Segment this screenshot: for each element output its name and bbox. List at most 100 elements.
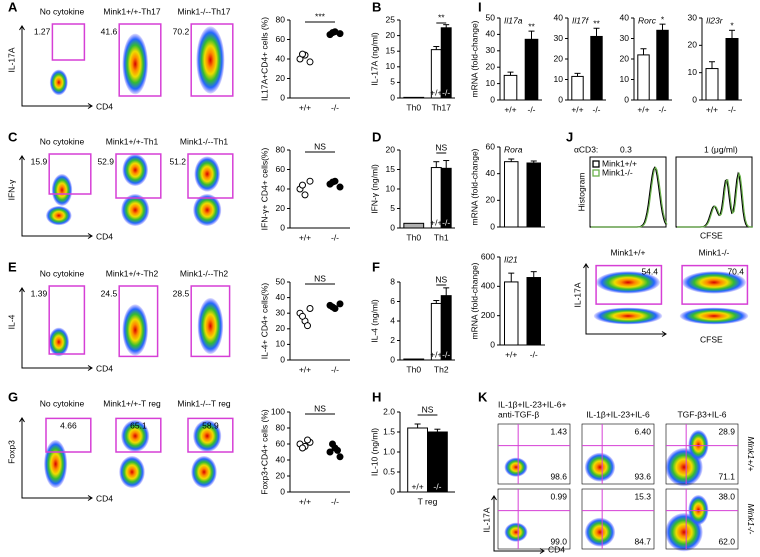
y-tick-label: 1.0 (383, 446, 395, 456)
plot-title: Mink1-/--T reg (177, 398, 230, 408)
y-tick-label: 5 (390, 203, 395, 213)
y-axis-label: mRNA (fold-change) (469, 148, 479, 225)
density (122, 304, 148, 356)
y-tick-label: 20 (486, 61, 496, 71)
arrow-head (19, 155, 25, 161)
annotation: NS (314, 141, 326, 151)
quadrant-value: 93.6 (634, 471, 651, 481)
axis-arrow (21, 418, 92, 499)
gate (187, 153, 234, 199)
point (301, 191, 309, 199)
density (596, 271, 660, 294)
y-tick-label: 6 (390, 296, 395, 306)
x-tick-label: Th17 (432, 102, 452, 112)
gate (118, 23, 162, 97)
legend-label: Mink1-/- (602, 167, 633, 177)
panel-label: I (478, 0, 482, 14)
density (122, 33, 148, 95)
density (196, 26, 225, 94)
gate-value: 58.9 (202, 421, 219, 431)
y-tick-label: 30 (276, 307, 286, 317)
plot-title: No cytokine (40, 6, 85, 16)
point (299, 50, 306, 58)
density (504, 457, 528, 477)
gate (190, 285, 231, 358)
quadrant-value: 84.7 (634, 536, 651, 546)
annotation: * (730, 21, 734, 31)
y-axis-label: IL-17A (481, 507, 491, 532)
y-tick-label: 0 (624, 94, 629, 104)
panel-label: G (8, 389, 18, 404)
x-tick-label: Th0 (406, 364, 421, 374)
plot-title: No cytokine (40, 136, 85, 146)
y-tick-label: 1.5 (383, 426, 395, 436)
y-tick-label: 10 (486, 78, 496, 88)
arrow-head (491, 495, 497, 501)
arrow-head (19, 417, 25, 423)
annotation: ** (593, 19, 600, 29)
x-tick-label: -/- (331, 496, 339, 506)
density (688, 430, 709, 460)
point (336, 183, 344, 191)
histogram-curve (677, 171, 753, 228)
density (119, 456, 145, 488)
gate-value: 65.1 (130, 421, 147, 431)
point (326, 448, 334, 456)
arrow-head (19, 25, 25, 31)
density (46, 206, 72, 226)
gate (118, 285, 159, 358)
panel-label: D (372, 129, 381, 144)
point (329, 440, 336, 448)
y-tick-label: 40 (276, 53, 286, 63)
gate-value: 54.4 (641, 266, 658, 276)
quadrant-value: 28.9 (718, 426, 735, 436)
gate-value: 41.6 (101, 26, 118, 36)
y-tick-label: 40 (620, 12, 630, 22)
quadrant-value: 1.43 (550, 426, 567, 436)
series-label: +/+ (411, 481, 423, 491)
bar (403, 358, 425, 361)
bar (705, 68, 719, 101)
y-tick-label: 0 (390, 354, 395, 364)
y-tick-label: 0 (490, 221, 495, 231)
bar (526, 162, 541, 228)
gate-value: 24.5 (101, 288, 118, 298)
series-label: +/+ (430, 217, 442, 227)
y-axis-label: IFN-γ (ng/ml) (369, 164, 379, 214)
x-axis-label: CFSE (700, 334, 723, 344)
point (336, 300, 344, 308)
series-label: -/- (442, 349, 450, 359)
density (191, 456, 217, 488)
bar (503, 74, 518, 101)
y-tick-label: 20 (386, 30, 396, 40)
y-tick-label: 80 (276, 144, 286, 154)
annotation: NS (435, 142, 447, 152)
y-tick-label: 20 (276, 203, 286, 213)
y-tick-label: 200 (481, 310, 495, 320)
chart-title: Il21 (504, 254, 518, 264)
column-title: anti-TGF-β (498, 409, 539, 419)
plot-title: Mink1-/--Th2 (180, 268, 228, 278)
y-tick-label: 0 (390, 92, 395, 102)
y-axis-label: IFN-γ (6, 179, 16, 201)
x-tick-label: +/+ (504, 104, 516, 114)
gate (48, 285, 86, 355)
arrow-head (661, 331, 667, 337)
y-tick-label: 0 (280, 222, 285, 232)
quadrant-value: 71.1 (718, 471, 735, 481)
gate (595, 264, 663, 305)
y-axis-label: IL-4 (6, 314, 16, 329)
bar (403, 96, 425, 99)
bar (403, 222, 425, 229)
y-tick-label: 0 (280, 92, 285, 102)
density (51, 174, 73, 206)
y-tick-label: 40 (276, 292, 286, 302)
chart-title: Rora (504, 144, 523, 154)
y-axis-label: mRNA (fold-change) (469, 20, 479, 97)
y-tick-label: 400 (481, 281, 495, 291)
gate-value: 1.27 (34, 26, 51, 36)
annotation: ** (438, 12, 445, 22)
gate-value: 4.66 (60, 421, 77, 431)
x-tick-label: +/+ (299, 364, 311, 374)
